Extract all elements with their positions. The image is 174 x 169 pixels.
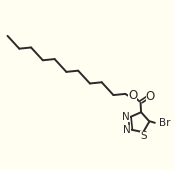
Text: O: O xyxy=(145,90,155,103)
Text: N: N xyxy=(122,112,130,122)
Text: O: O xyxy=(128,89,137,102)
Text: N: N xyxy=(123,125,131,135)
Text: S: S xyxy=(140,131,147,141)
Text: Br: Br xyxy=(159,118,171,128)
